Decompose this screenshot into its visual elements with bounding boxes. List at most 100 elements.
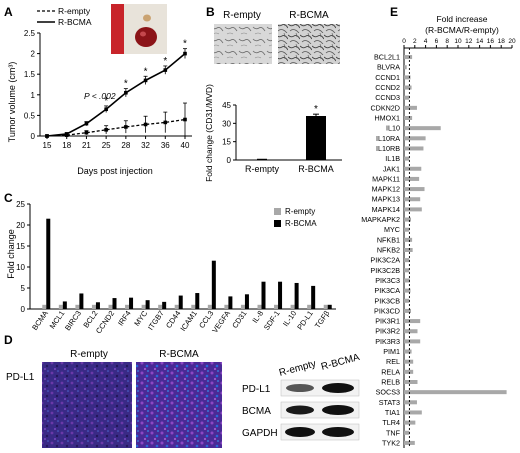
bar-r-empty: [141, 304, 146, 309]
panel-b-ytick-label: 0: [227, 156, 232, 165]
data-point: [183, 51, 187, 56]
bar-r-bcma: [244, 294, 249, 309]
bar-r-bcma: [261, 281, 266, 309]
panel-e-gene-label: NFKB2: [377, 246, 400, 255]
bar-fold-increase: [404, 136, 426, 141]
bar-fold-increase: [404, 440, 415, 445]
panel-a-xtick-label: 25: [102, 141, 111, 150]
panel-e-gene-label: PIK3C2A: [370, 256, 400, 265]
bar-r-empty: [224, 304, 229, 309]
panel-e-gene-label: NFKB1: [377, 235, 400, 244]
bar-r-empty: [108, 304, 113, 309]
panel-e-gene-label: IL10: [386, 124, 400, 133]
bar-fold-increase: [404, 237, 413, 242]
bar-fold-increase: [404, 197, 421, 202]
panel-e-gene-label: PIK3CD: [374, 306, 400, 315]
bar-fold-increase: [404, 156, 410, 161]
panel-e-gene-label: RELA: [381, 367, 400, 376]
panel-d-row-label: PD-L1: [6, 372, 35, 383]
panel-label-b: B: [206, 5, 215, 19]
tumor-photo: [111, 4, 167, 54]
legend-swatch-r-empty: [274, 208, 281, 215]
bar-r-bcma: [112, 298, 117, 309]
bar-fold-increase: [404, 359, 414, 364]
panel-label-a: A: [4, 5, 13, 19]
ihc-image-r-empty: [42, 362, 132, 448]
blot-header-bcma: R-BCMA: [320, 352, 361, 373]
significance-star: *: [314, 104, 318, 115]
panel-b-ylabel: Fold change (CD31/MVD): [204, 84, 214, 182]
bar-fold-increase: [404, 390, 507, 395]
bar-r-empty: [42, 304, 47, 309]
bar-r-bcma: [129, 297, 134, 309]
panel-c-ytick-label: 5: [21, 284, 26, 293]
significance-star: *: [104, 96, 108, 107]
bar-fold-increase: [404, 105, 417, 110]
bar-r-empty: [323, 304, 328, 309]
bar-fold-increase: [404, 207, 422, 212]
panel-e-xtick-label: 4: [424, 38, 428, 45]
panel-e-title-line2: (R-BCMA/R-empty): [425, 25, 499, 35]
bar-fold-increase: [404, 65, 407, 70]
panel-e-xtick-label: 14: [476, 38, 484, 45]
panel-b-ytick-label: 15: [222, 138, 231, 147]
panel-c-ytick-label: 10: [16, 263, 25, 272]
bar-r-empty: [91, 304, 96, 309]
legend-label-r-empty: R-empty: [285, 207, 315, 216]
bar-fold-increase: [404, 268, 410, 273]
bar-fold-increase: [404, 329, 418, 334]
panel-a-xtick-label: 32: [141, 141, 150, 150]
bar-r-empty: [174, 304, 179, 309]
series-line-r-empty: [46, 118, 186, 137]
bar-r-bcma: [228, 296, 233, 309]
panel-e-gene-label: PIK3CA: [374, 286, 400, 295]
panel-e-gene-label: PIK3CB: [374, 296, 400, 305]
micrograph-r-bcma: [278, 24, 340, 64]
data-point: [124, 90, 128, 95]
bar-fold-increase: [404, 298, 410, 303]
bar-r-empty: [191, 304, 196, 309]
bar-r-bcma: [327, 304, 332, 309]
bar-fold-increase: [404, 126, 441, 131]
bar-r-bcma: [95, 302, 100, 309]
panel-c-category-label: IL-8: [250, 309, 265, 325]
legend-swatch-r-bcma: [274, 220, 281, 227]
bar-fold-increase: [404, 278, 410, 283]
panel-a-pvalue: P < .002: [84, 91, 116, 101]
bar-fold-increase: [404, 288, 411, 293]
panel-e-gene-label: MAPK13: [372, 195, 400, 204]
panel-a-ytick-label: 2.5: [24, 29, 36, 38]
panel-e-gene-label: HMOX1: [374, 114, 400, 123]
panel-e-gene-label: MYC: [384, 225, 400, 234]
panel-e-gene-label: PIK3C3: [375, 276, 400, 285]
blot-label-gapdh: GAPDH: [242, 428, 278, 439]
panel-b: R-empty R-BCMA Fold change (CD31/MVD) 0 1…: [204, 10, 342, 182]
panel-c-ytick-label: 0: [21, 305, 26, 314]
panel-a-xtick-label: 21: [82, 141, 91, 150]
panel-e: Fold increase (R-BCMA/R-empty) 0 2 4 6 8 10 12…: [361, 14, 516, 448]
panel-c-ytick-label: 15: [16, 242, 25, 251]
panel-a-legend: R-empty R-BCMA: [37, 6, 92, 27]
panel-e-title-line1: Fold increase: [436, 14, 487, 24]
bar-fold-increase: [404, 176, 420, 181]
bar-r-bcma: [294, 282, 299, 309]
panel-a-xtick-label: 40: [181, 141, 190, 150]
panel-c-ylabel: Fold change: [6, 229, 16, 279]
bar-fold-increase: [404, 187, 425, 192]
panel-e-gene-label: REL: [386, 357, 400, 366]
panel-c-category-label: BIRC3: [63, 309, 83, 332]
panel-a-xlabel: Days post injection: [77, 166, 153, 176]
blot-label-pdl1: PD-L1: [242, 384, 271, 395]
panel-b-image-label-bcma: R-BCMA: [289, 10, 329, 21]
bar-fold-increase: [404, 95, 410, 100]
panel-d-image-label-empty: R-empty: [70, 349, 108, 360]
data-point: [124, 125, 128, 129]
bar-r-empty: [75, 304, 80, 309]
bar-fold-increase: [404, 217, 412, 222]
panel-e-xtick-label: 20: [508, 38, 516, 45]
panel-e-gene-label: JAK1: [383, 164, 400, 173]
panel-e-gene-label: CCND1: [375, 73, 400, 82]
bar-r-bcma: [162, 301, 167, 309]
data-point: [84, 130, 89, 135]
panel-e-gene-label: MAPK12: [372, 185, 400, 194]
